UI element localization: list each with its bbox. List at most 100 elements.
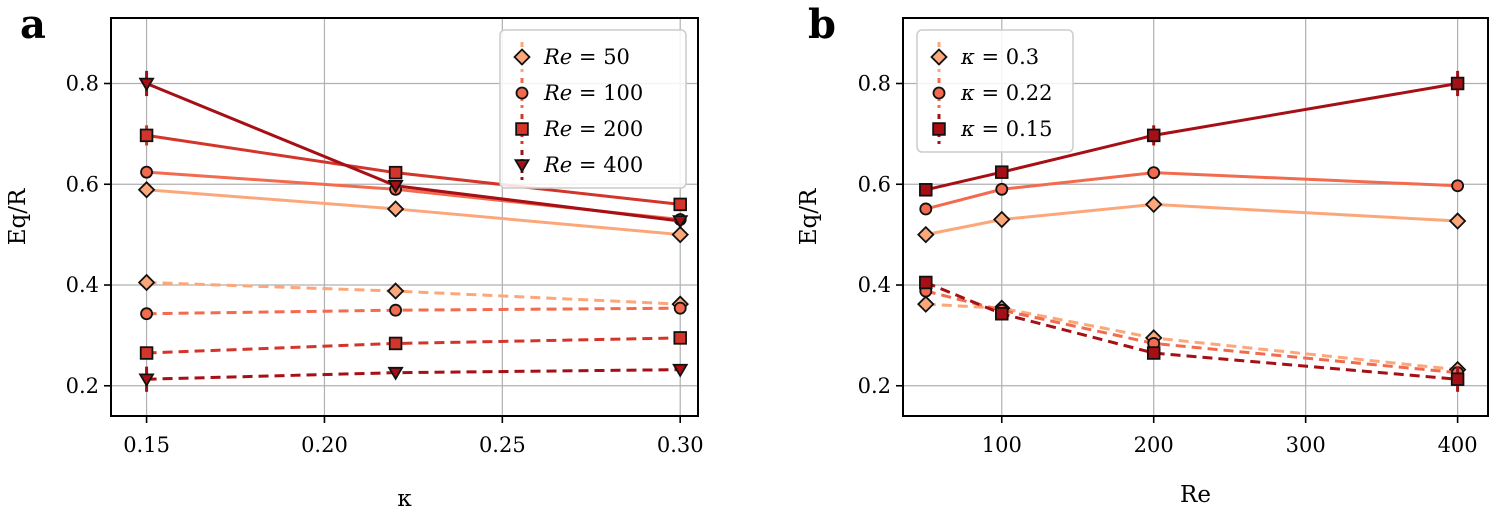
a-legend-2-var: Re: [543, 117, 572, 141]
b-series-2-dashed-line: [925, 281, 1458, 381]
a-series-3-solid-point-0: [138, 77, 155, 92]
b-series-2-solid-point-0: [919, 183, 933, 197]
b-legend-1-value: = 0.22: [975, 81, 1053, 105]
a-series-3-solid-point-2: [672, 215, 689, 229]
panel-a-plot: 0.15 0.20 0.25 0.30 0.2 0.4 0.6 0.8 κ Eq/R a Re = 5…: [5, 1, 704, 511]
a-xtick-label-0: 0.15: [123, 433, 170, 457]
a-y-axis-label: Eq/R: [5, 188, 31, 245]
b-series-0-solid-point-0: [917, 225, 935, 244]
a-legend-0-label: Re = 50: [543, 45, 630, 69]
a-series-0-dashed-line: [146, 280, 681, 306]
b-y-axis-label: Eq/R: [796, 188, 822, 245]
a-plot-frame: [110, 17, 699, 417]
a-x-axis-label: κ: [397, 486, 412, 511]
a-legend-3-value: = 400: [572, 153, 643, 177]
a-legend-1-var: Re: [543, 81, 572, 105]
a-legend-1-value: = 100: [572, 81, 643, 105]
b-panel-label: b: [808, 1, 836, 48]
a-legend-0-var: Re: [543, 45, 572, 69]
a-series-1-dashed-point-2: [673, 301, 687, 315]
b-series-1-solid-point-3: [1451, 179, 1465, 193]
a-series-3-dashed-point-2: [672, 363, 689, 378]
a-series-3-dashed-point-1: [387, 366, 404, 381]
b-ytick-label-0: 0.2: [858, 374, 891, 398]
b-ytick-label-3: 0.8: [858, 71, 891, 95]
b-series-2-dashed-point-0: [919, 275, 933, 290]
b-legend-1-marker: [932, 86, 946, 100]
a-series-2-dashed-line: [146, 336, 681, 355]
b-legend-2-label: κ = 0.15: [960, 117, 1053, 141]
a-xtick-label-2: 0.25: [479, 433, 526, 457]
b-legend-1-var: κ: [960, 81, 975, 105]
b-xtick-label-3: 400: [1438, 433, 1478, 457]
a-legend-3-label: Re = 400: [543, 153, 643, 177]
b-legend-0-value: = 0.3: [975, 45, 1039, 69]
b-series-2-dashed-point-1: [995, 306, 1009, 321]
a-series-1-dashed-point-0: [140, 307, 154, 321]
b-legend-2-marker: [932, 122, 946, 136]
a-legend-1-marker: [515, 86, 529, 100]
a-legend-0-marker: [513, 48, 531, 66]
a-legend-2-marker: [515, 122, 529, 136]
a-legend-1-label: Re = 100: [543, 81, 643, 105]
b-x-axis-label: Re: [1180, 482, 1211, 508]
a-xtick-label-1: 0.20: [301, 433, 348, 457]
a-series-1-dashed-point-1: [389, 303, 403, 317]
b-legend: κ = 0.3κ = 0.22κ = 0.15: [916, 29, 1074, 153]
a-legend-3-marker: [513, 159, 531, 173]
a-series-2-dashed-point-1: [388, 336, 403, 351]
a-series-0-solid-point-1: [386, 200, 405, 218]
a-series-2-solid-point-1: [388, 165, 403, 180]
b-series-2-dashed-point-3: [1450, 372, 1465, 386]
a-legend-3-var: Re: [543, 153, 572, 177]
b-xtick-label-1: 200: [1134, 433, 1174, 457]
a-series-1-solid-point-0: [140, 165, 154, 179]
a-legend-2-label: Re = 200: [543, 117, 643, 141]
b-legend-2-value: = 0.15: [975, 117, 1053, 141]
b-legend-2-var: κ: [960, 117, 975, 141]
a-series-2-solid-point-2: [673, 197, 687, 212]
a-legend-box: [499, 29, 687, 189]
a-series-2-solid-point-0: [139, 128, 154, 143]
a-series-0-solid-point-2: [671, 225, 689, 244]
b-xtick-label-0: 100: [982, 433, 1022, 457]
a-legend-0-value: = 50: [572, 45, 630, 69]
a-series-3-dashed-point-0: [138, 373, 155, 388]
b-series-0-dashed-line: [925, 302, 1458, 372]
b-series-0-solid-point-3: [1448, 212, 1467, 230]
b-series-2-solid-line: [925, 82, 1458, 192]
a-ytick-label-0: 0.2: [66, 374, 99, 398]
a-xtick-label-3: 0.30: [657, 433, 704, 457]
a-panel-label: a: [20, 1, 46, 48]
b-legend-box: [916, 29, 1074, 153]
b-series-2-solid-point-2: [1146, 128, 1161, 143]
b-legend-0-marker: [930, 48, 948, 66]
a-series-0-dashed-point-1: [386, 282, 405, 300]
a-series-2-dashed-point-0: [139, 346, 154, 360]
a-series-0-solid-point-0: [137, 181, 156, 199]
a-legend-2-value: = 200: [572, 117, 643, 141]
b-series-1-solid-point-0: [919, 202, 933, 216]
b-series-0-dashed-point-0: [917, 295, 935, 313]
b-series-1-solid-point-2: [1147, 166, 1161, 180]
b-series-0-solid-point-1: [993, 210, 1011, 229]
b-legend-1-label: κ = 0.22: [960, 81, 1053, 105]
b-series-2-solid-point-3: [1450, 76, 1465, 91]
b-series-1-dashed-line: [925, 289, 1458, 375]
a-series-3-solid-point-1: [387, 179, 404, 194]
a-ytick-label-1: 0.4: [66, 273, 99, 297]
a-series-3-dashed-line: [146, 368, 681, 381]
b-series-0-solid-point-2: [1144, 195, 1163, 214]
a-ytick-label-2: 0.6: [66, 172, 99, 196]
a-series-1-dashed-line: [146, 306, 681, 316]
a-ytick-label-3: 0.8: [66, 71, 99, 95]
b-series-1-solid-line: [925, 171, 1458, 211]
b-legend-0-var: κ: [960, 45, 975, 69]
b-series-0-solid-line: [925, 202, 1458, 237]
b-plot-frame: [902, 17, 1489, 417]
b-legend-0-label: κ = 0.3: [960, 45, 1039, 69]
b-ytick-label-1: 0.4: [858, 273, 891, 297]
b-ytick-label-2: 0.6: [858, 172, 891, 196]
